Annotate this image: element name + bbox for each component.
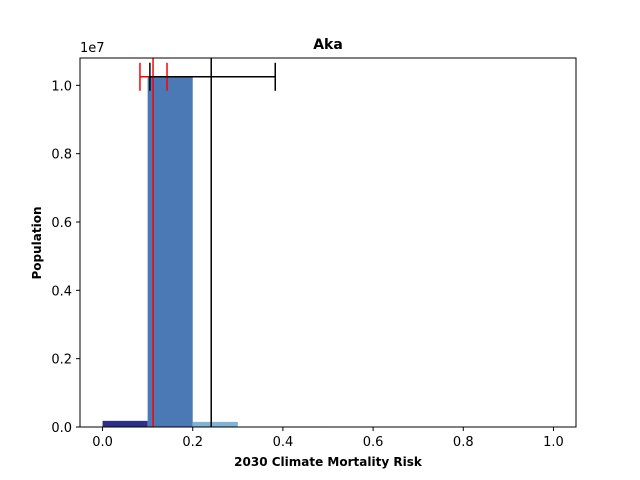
histogram-bar — [147, 76, 193, 428]
histogram-bar — [192, 421, 238, 427]
x-ticks-group: 0.0 0.2 0.4 0.6 0.8 1.0 — [92, 427, 564, 450]
x-tick-label: 0.6 — [363, 435, 384, 450]
reference-lines-group — [139, 58, 276, 427]
x-tick-label: 0.8 — [453, 435, 474, 450]
plot-frame — [79, 57, 577, 428]
x-tick-label: 0.4 — [273, 435, 294, 450]
y-axis-label: Population — [30, 206, 44, 279]
y-tick-label: 0.6 — [51, 216, 72, 231]
x-tick-label: 1.0 — [543, 435, 564, 450]
histogram-bar — [102, 420, 148, 427]
bars-group — [102, 76, 328, 428]
y-ticks-group: 0.0 0.2 0.4 0.6 0.8 1.0 — [51, 79, 80, 436]
y-tick-label: 0.8 — [51, 148, 72, 163]
y-tick-label: 0.2 — [51, 353, 72, 368]
chart-title: Aka — [313, 37, 343, 53]
y-tick-label: 1.0 — [51, 79, 72, 94]
y-tick-label: 0.4 — [51, 284, 72, 299]
x-tick-label: 0.0 — [92, 435, 113, 450]
x-tick-label: 0.2 — [182, 435, 203, 450]
y-tick-label: 0.0 — [51, 421, 72, 436]
y-multiplier-label: 1e7 — [80, 41, 105, 56]
x-axis-label: 2030 Climate Mortality Risk — [234, 455, 423, 469]
